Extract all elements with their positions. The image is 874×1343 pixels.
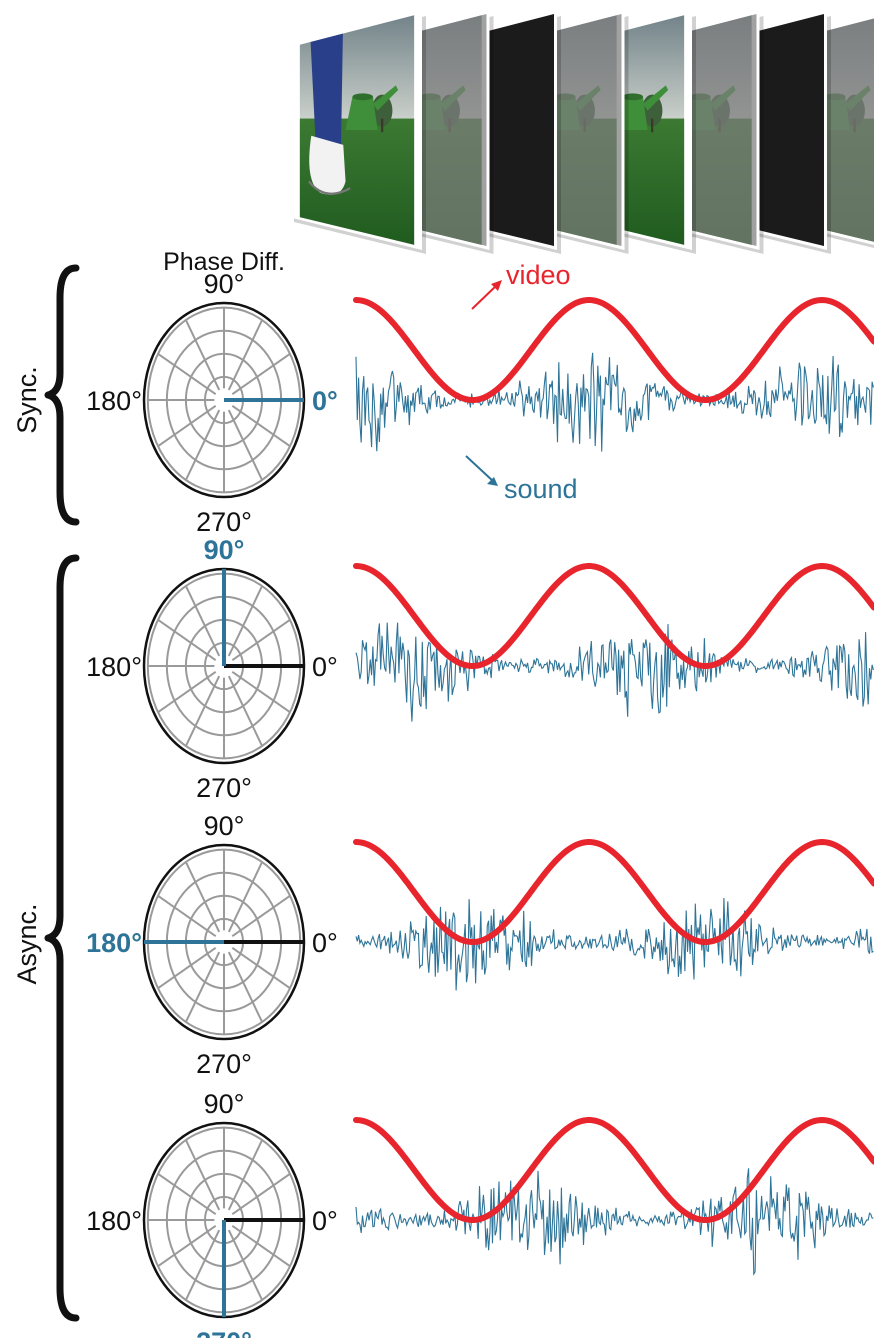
dial-label-bottom: 270° — [196, 1049, 252, 1079]
phase-dial: 90° 270° 180° 0° — [86, 811, 338, 1079]
dial-label-left: 180° — [86, 386, 142, 416]
film-frame — [292, 10, 426, 254]
dial-label-left: 180° — [86, 1206, 142, 1236]
sound-wave — [356, 898, 873, 991]
video-wave — [356, 566, 874, 666]
dial-label-bottom: 270° — [196, 1327, 252, 1338]
dial-label-top: 90° — [204, 1089, 245, 1119]
dial-label-right: 0° — [312, 928, 338, 958]
waveform-panel — [356, 1120, 874, 1274]
waveform-panel — [356, 842, 874, 991]
dial-label-right: 0° — [312, 1206, 338, 1236]
dial-label-left: 180° — [86, 652, 142, 682]
sound-wave — [356, 353, 873, 452]
film-strip — [292, 0, 874, 260]
phase-dial: 90° 270° 180° 0° — [86, 1089, 338, 1338]
dial-label-left: 180° — [86, 928, 142, 958]
sync-label: Sync. — [12, 366, 42, 434]
dial-label-right: 0° — [312, 386, 338, 416]
waveform-panel — [356, 566, 874, 722]
phase-dial: 90° 270° 180° 0° — [86, 535, 338, 803]
frame-image — [300, 10, 414, 250]
dial-label-bottom: 270° — [196, 507, 252, 537]
phase-dial: 90°270°180°0° — [86, 269, 338, 537]
video-wave — [356, 1120, 874, 1220]
dial-label-top: 90° — [204, 535, 245, 565]
async-brace — [48, 558, 76, 1318]
async-label: Async. — [12, 903, 42, 984]
video-arrow — [472, 284, 498, 309]
sound-wave — [356, 1168, 873, 1274]
dial-label-top: 90° — [204, 811, 245, 841]
sync-brace — [48, 268, 76, 522]
sound-label: sound — [504, 474, 578, 504]
video-label: video — [506, 260, 571, 290]
video-annotation: video — [472, 260, 571, 309]
sound-annotation: sound — [466, 456, 578, 504]
sound-arrow — [466, 456, 494, 482]
dial-label-right: 0° — [312, 652, 338, 682]
phase-header: Phase Diff. — [163, 248, 285, 276]
dial-label-bottom: 270° — [196, 773, 252, 803]
waveform-panel — [356, 300, 874, 452]
